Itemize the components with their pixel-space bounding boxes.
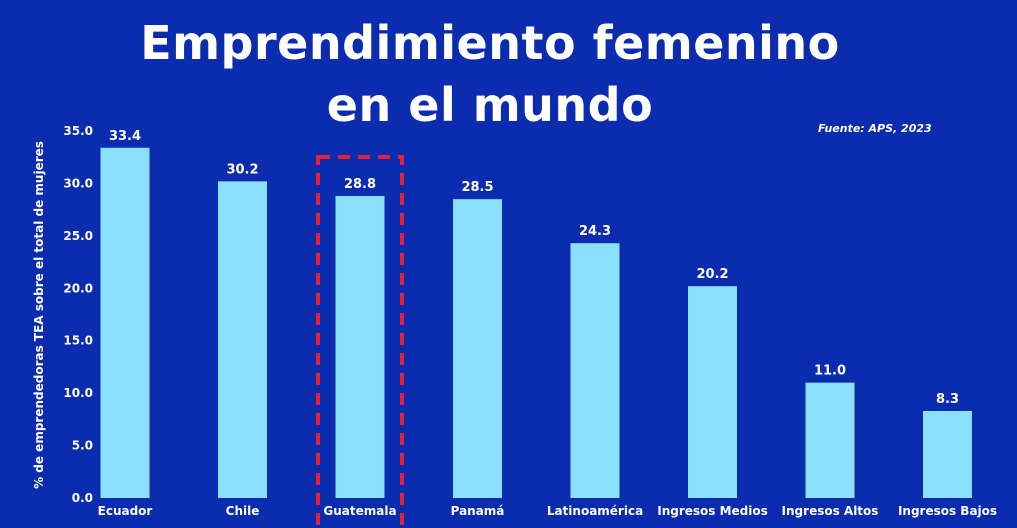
bars-layer: [100, 147, 972, 499]
highlight-box: [316, 155, 404, 528]
data-label: 28.8: [344, 177, 376, 192]
x-tick-label: Ingresos Altos: [782, 504, 879, 518]
data-label: 8.3: [936, 392, 959, 407]
value-labels-layer: 33.4 30.2 28.8 28.5 24.3 20.2 11.0 8.3: [109, 129, 959, 407]
chart-title-line-2: en el mundo: [326, 78, 654, 132]
bar: [688, 286, 737, 498]
data-label: 28.5: [461, 180, 493, 195]
bar: [453, 199, 502, 498]
y-tick-label: 0.0: [72, 491, 93, 505]
x-axis: Ecuador Chile Guatemala Panamá Latinoamérica…: [98, 504, 997, 518]
bar: [805, 382, 855, 498]
highlight-layer: [316, 155, 404, 528]
data-label: 24.3: [579, 224, 611, 239]
bar: [218, 181, 267, 498]
chart-title-line-1: Emprendimiento femenino: [140, 16, 840, 70]
data-label: 20.2: [696, 267, 728, 282]
y-axis: 0.0 5.0 10.0 15.0 20.0 25.0 30.0 35.0: [63, 124, 93, 505]
x-tick-label: Latinoamérica: [547, 504, 643, 518]
data-label: 11.0: [814, 364, 846, 379]
x-tick-label: Ingresos Bajos: [898, 504, 997, 518]
y-tick-label: 30.0: [63, 176, 93, 190]
y-axis-label: % de emprendedoras TEA sobre el total de…: [32, 141, 46, 489]
bar: [100, 147, 150, 498]
y-tick-label: 5.0: [72, 439, 93, 453]
x-tick-label: Guatemala: [323, 504, 396, 518]
bar: [570, 243, 620, 498]
y-tick-label: 35.0: [63, 124, 93, 138]
y-tick-label: 25.0: [63, 229, 93, 243]
y-tick-label: 15.0: [63, 334, 93, 348]
x-tick-label: Ecuador: [98, 504, 153, 518]
x-tick-label: Ingresos Medios: [657, 504, 768, 518]
y-tick-label: 20.0: [63, 281, 93, 295]
x-tick-label: Panamá: [451, 504, 505, 518]
bar: [335, 196, 385, 499]
y-tick-label: 10.0: [63, 386, 93, 400]
x-tick-label: Chile: [226, 504, 260, 518]
data-label: 30.2: [226, 162, 258, 177]
bar: [923, 410, 972, 498]
source-note: Fuente: APS, 2023: [818, 122, 932, 135]
data-label: 33.4: [109, 129, 141, 144]
